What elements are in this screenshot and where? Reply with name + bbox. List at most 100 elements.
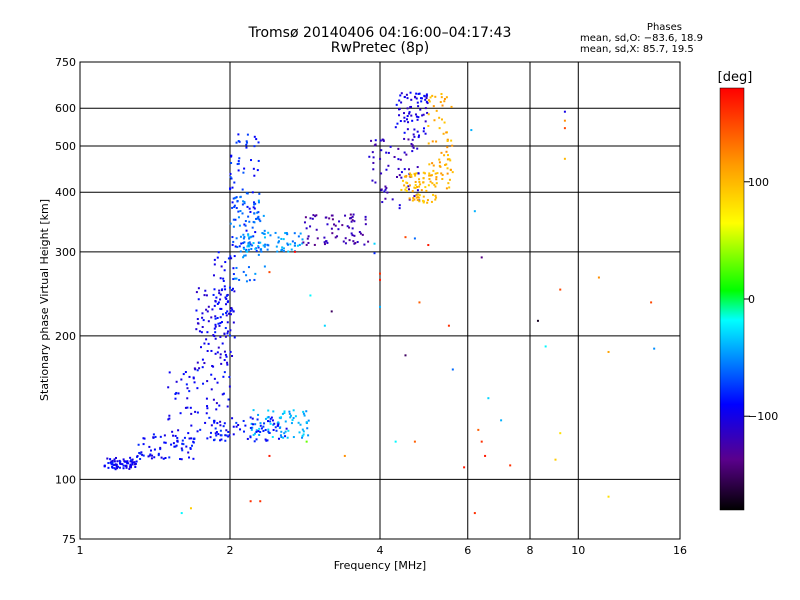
plot-frame: [79, 61, 681, 540]
data-point: [225, 294, 228, 297]
data-point: [422, 177, 425, 180]
data-point: [241, 212, 244, 215]
data-point: [197, 322, 200, 325]
data-point: [323, 324, 326, 327]
data-point: [207, 342, 210, 345]
data-point: [563, 157, 566, 160]
data-point: [277, 241, 280, 244]
data-point: [418, 134, 421, 137]
data-point: [304, 216, 307, 219]
data-point: [398, 207, 401, 210]
data-point: [385, 168, 388, 171]
data-point: [417, 92, 420, 95]
data-point: [330, 227, 333, 230]
data-point: [380, 188, 383, 191]
data-point: [311, 217, 314, 220]
data-point: [244, 254, 247, 257]
phase-statistics-header: Phases: [646, 22, 682, 33]
data-point: [276, 424, 279, 427]
data-point: [142, 454, 145, 457]
data-point: [336, 235, 339, 238]
data-point: [424, 132, 427, 135]
data-point: [307, 419, 310, 422]
data-point: [214, 315, 217, 318]
data-point: [441, 173, 444, 176]
data-point: [429, 180, 432, 183]
data-point: [228, 286, 231, 289]
phase-statistics: Phases mean, sd,O: −83.6, 18.9 mean, sd,…: [580, 22, 720, 55]
data-point: [226, 310, 229, 313]
data-point: [448, 158, 451, 161]
data-point: [184, 406, 187, 409]
data-point: [297, 235, 300, 238]
data-point: [393, 155, 396, 158]
data-point: [405, 174, 408, 177]
data-point: [563, 127, 566, 130]
data-point: [254, 272, 257, 275]
data-point: [257, 241, 260, 244]
data-point: [429, 174, 432, 177]
data-point: [219, 439, 222, 442]
data-point: [255, 438, 258, 441]
data-point: [228, 385, 231, 388]
data-point: [207, 320, 210, 323]
data-point: [302, 410, 305, 413]
data-point: [142, 443, 145, 446]
data-point: [414, 180, 417, 183]
data-point: [351, 227, 354, 230]
data-point: [259, 430, 262, 433]
data-point: [398, 174, 401, 177]
data-point: [216, 256, 219, 259]
data-point: [443, 154, 446, 157]
data-point: [349, 213, 352, 216]
data-point: [122, 467, 125, 470]
data-point: [205, 308, 208, 311]
data-point: [189, 406, 192, 409]
data-point: [352, 240, 355, 243]
data-point: [281, 248, 284, 251]
data-point: [254, 432, 257, 435]
data-point: [372, 168, 375, 171]
data-point: [185, 445, 188, 448]
data-point: [281, 412, 284, 415]
data-point: [233, 255, 236, 258]
data-point: [256, 169, 259, 172]
data-point: [284, 420, 287, 423]
data-point: [263, 236, 266, 239]
data-point: [264, 243, 267, 246]
data-point: [233, 205, 236, 208]
data-point: [306, 237, 309, 240]
data-point: [262, 244, 265, 247]
data-point: [214, 352, 217, 355]
data-point: [438, 116, 441, 119]
data-point: [219, 293, 222, 296]
data-point: [259, 424, 262, 427]
data-point: [247, 215, 250, 218]
data-point: [396, 122, 399, 125]
data-point: [229, 334, 232, 337]
data-point: [214, 323, 217, 326]
data-point: [440, 151, 443, 154]
data-point: [242, 233, 245, 236]
data-point: [252, 242, 255, 245]
data-point: [244, 220, 247, 223]
data-point: [410, 142, 413, 145]
data-point: [440, 92, 443, 95]
data-point: [196, 369, 199, 372]
data-point: [292, 436, 295, 439]
data-point: [215, 408, 218, 411]
data-point: [371, 151, 374, 154]
data-point: [252, 423, 255, 426]
data-point: [224, 261, 227, 264]
data-point: [243, 241, 246, 244]
data-point: [206, 350, 209, 353]
data-point: [367, 240, 370, 243]
data-point: [242, 246, 245, 249]
data-point: [434, 172, 437, 175]
data-point: [239, 235, 242, 238]
data-point: [403, 120, 406, 123]
data-point: [274, 426, 277, 429]
data-point: [305, 410, 308, 413]
data-point: [243, 200, 246, 203]
phase-statistics-o-mode: mean, sd,O: −83.6, 18.9: [580, 33, 703, 44]
